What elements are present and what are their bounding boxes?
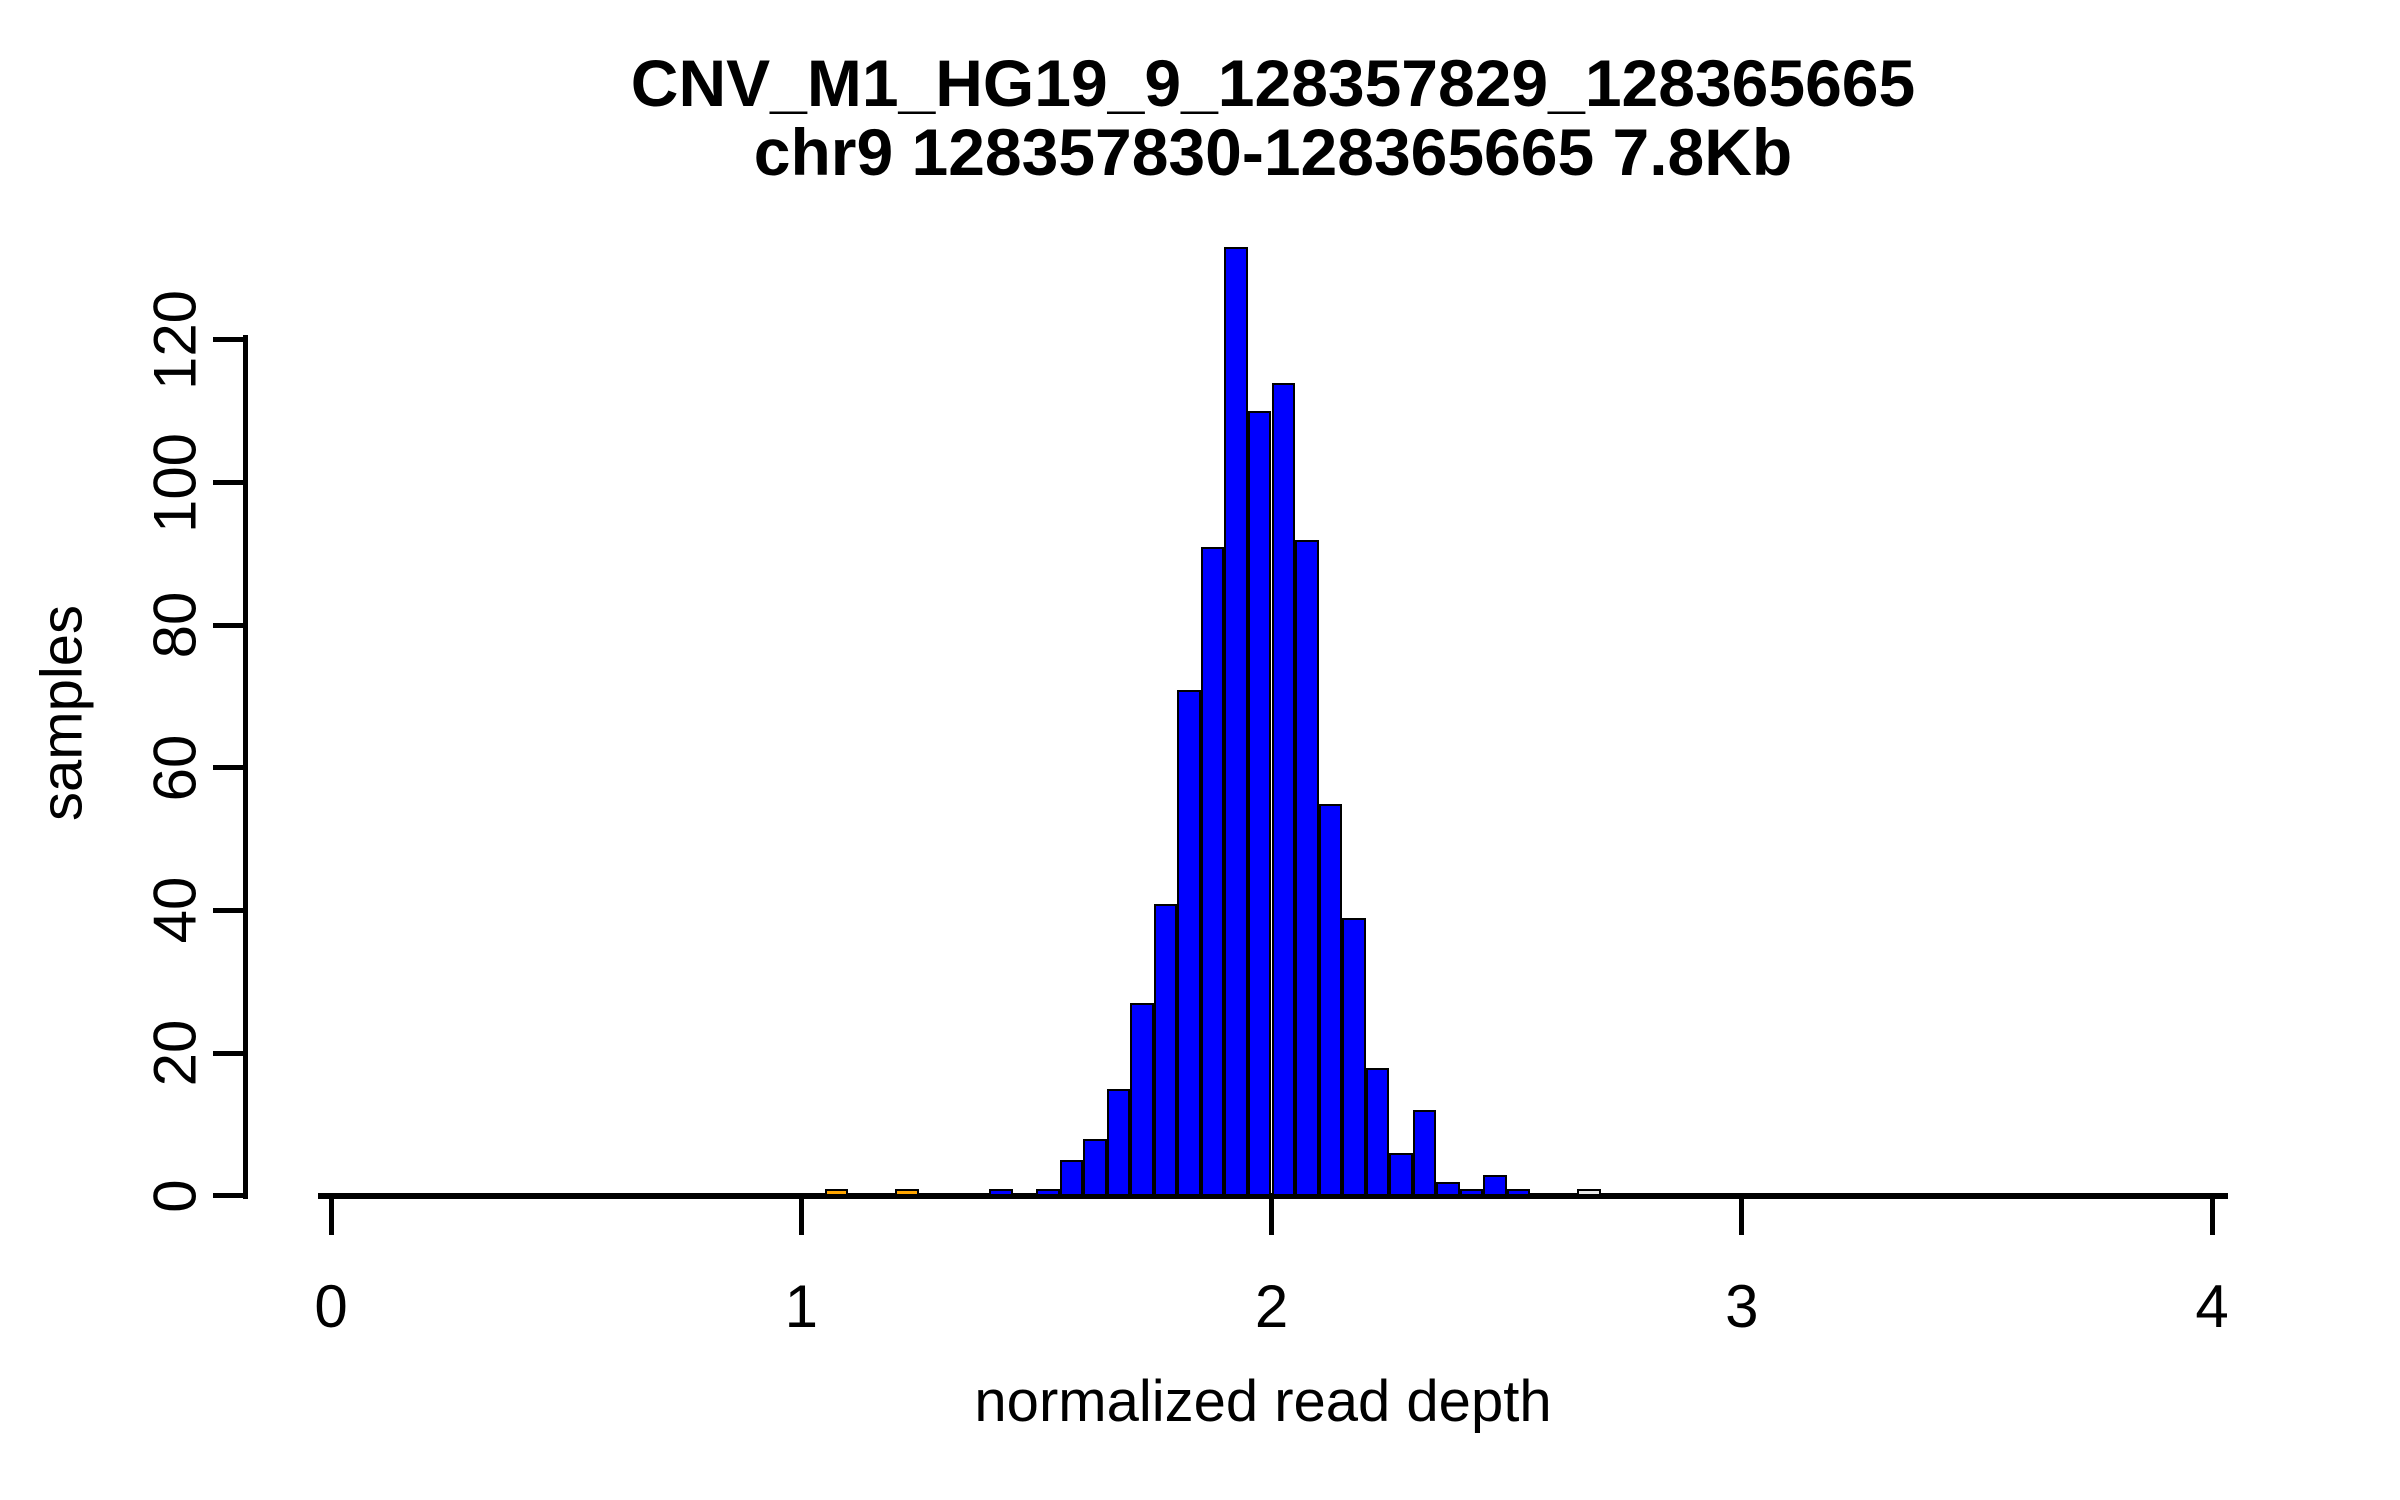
histogram-bar [1106,1089,1131,1196]
y-tick [213,1193,243,1199]
histogram-bar [1506,1188,1531,1196]
histogram-bar [1083,1138,1107,1196]
histogram-bar [1389,1153,1413,1196]
y-tick [213,907,243,913]
y-axis-label: samples [29,605,95,821]
y-axis-line [243,335,248,1199]
x-axis-baseline [318,1193,2228,1199]
x-tick-label: 3 [1725,1273,1759,1340]
y-tick-label: 0 [141,1179,209,1213]
histogram-bar [1059,1160,1084,1196]
y-tick-label: 60 [141,734,209,802]
histogram-bar [1436,1181,1460,1196]
y-tick [213,337,243,343]
x-tick-label: 0 [314,1273,348,1340]
x-tick-label: 1 [784,1273,818,1340]
x-tick-label: 4 [2195,1273,2229,1340]
y-tick [213,765,243,771]
y-tick-label: 80 [141,591,209,659]
histogram-bar [895,1188,919,1196]
y-tick [213,1050,243,1056]
y-tick-label: 20 [141,1019,209,1087]
histogram-bar [1271,382,1295,1196]
histogram-bar [1365,1067,1390,1196]
chart-title-line2: chr9 128357830-128365665 7.8Kb [753,115,1793,189]
x-tick-label: 2 [1254,1273,1289,1340]
y-tick-label: 100 [141,432,209,533]
histogram-bar [824,1188,849,1196]
histogram-bar [989,1188,1013,1196]
histogram-bar [1153,903,1178,1196]
histogram-bar [1247,411,1272,1196]
x-tick [1739,1199,1745,1235]
x-tick [1269,1199,1274,1235]
histogram-bar [1177,689,1201,1196]
histogram-bar [1224,247,1248,1196]
histogram-bar [1130,1003,1154,1196]
y-tick [213,480,243,485]
histogram-bar [1483,1174,1507,1196]
histogram-bar [1295,539,1319,1196]
x-tick [328,1199,334,1235]
histogram-bar [1577,1188,1601,1196]
histogram-bar [1342,917,1366,1196]
histogram-bar [1036,1188,1060,1196]
histogram-bar [1412,1110,1437,1196]
x-tick [798,1199,804,1235]
histogram-bar [1459,1188,1484,1196]
histogram-bar [1318,803,1343,1196]
x-axis-label: normalized read depth [974,1369,1552,1434]
y-tick-label: 120 [141,289,209,390]
chart-title-line1: CNV_M1_HG19_9_128357829_128365665 [630,46,1916,120]
histogram-bar [1200,546,1225,1196]
y-tick [213,622,243,628]
x-tick [2209,1199,2215,1235]
y-tick-label: 40 [141,877,209,944]
